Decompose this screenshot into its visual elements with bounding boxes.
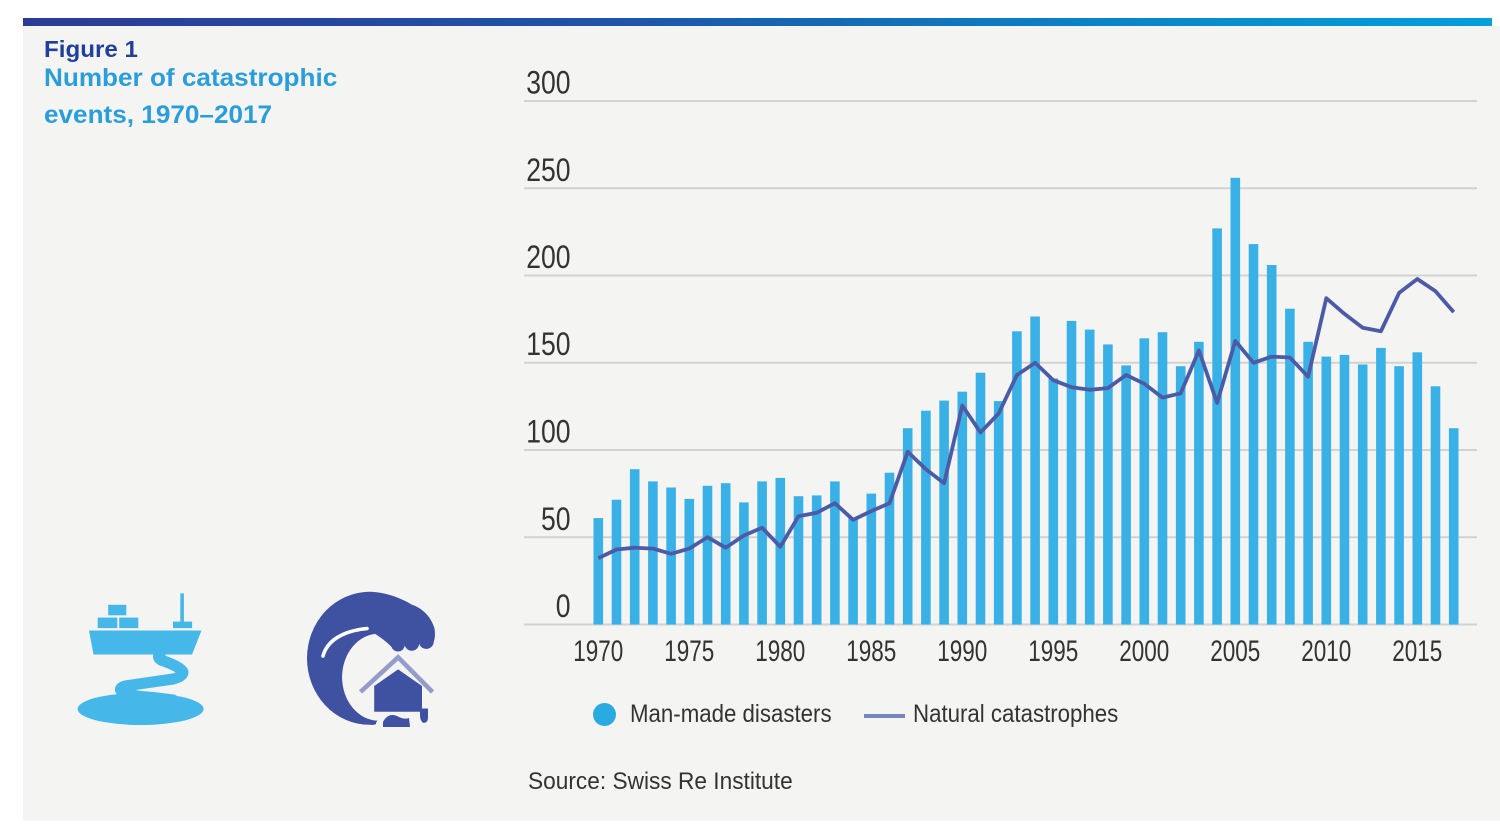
svg-text:200: 200: [526, 240, 570, 276]
svg-text:1990: 1990: [937, 634, 987, 668]
svg-text:100: 100: [526, 414, 570, 450]
svg-text:300: 300: [526, 65, 570, 101]
svg-text:2010: 2010: [1301, 634, 1351, 668]
svg-text:250: 250: [526, 153, 570, 189]
svg-text:1980: 1980: [755, 634, 805, 668]
svg-text:1975: 1975: [664, 634, 714, 668]
svg-text:2005: 2005: [1210, 634, 1260, 668]
svg-text:2000: 2000: [1119, 634, 1169, 668]
svg-text:1995: 1995: [1028, 634, 1078, 668]
svg-text:150: 150: [526, 327, 570, 363]
svg-text:2015: 2015: [1392, 634, 1442, 668]
svg-text:0: 0: [556, 589, 571, 625]
svg-text:1985: 1985: [846, 634, 896, 668]
svg-text:1970: 1970: [573, 634, 623, 668]
svg-text:50: 50: [541, 502, 571, 538]
